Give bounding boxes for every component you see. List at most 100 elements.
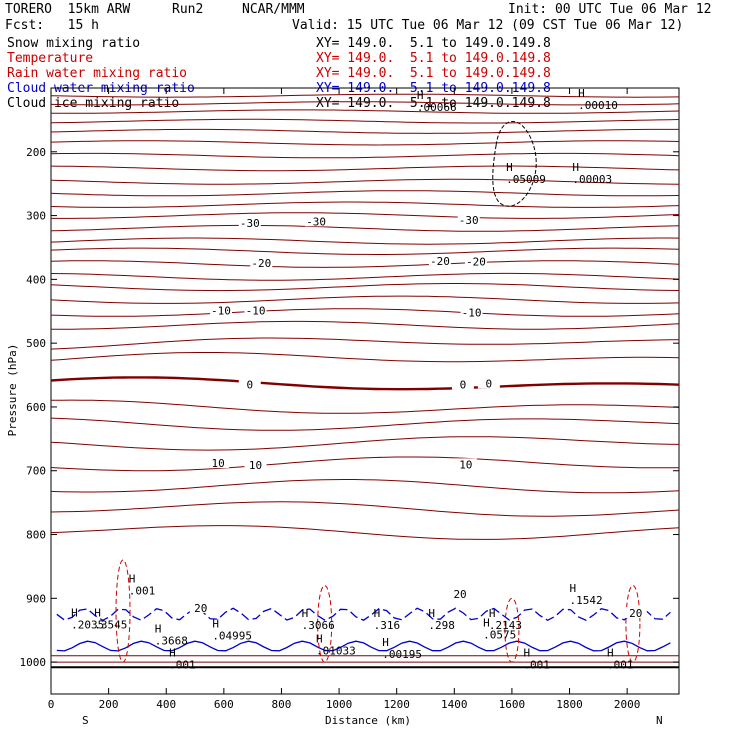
max-value-15: .00195 [382,648,422,661]
isotherm-10 [50,201,680,208]
isotherm-label-7: -10 [246,305,266,318]
x-tick-label-3: 600 [214,698,234,711]
max-marker-1: H [578,87,585,100]
y-tick-label-5: 700 [26,465,46,478]
isotherm-label-bg-5 [464,255,487,267]
isotherm-label-9: 0 [246,379,253,392]
max-marker-10: H [428,607,435,620]
max-marker-15: H [382,636,389,649]
isotherm-label-bg-8 [460,306,483,318]
isotherm-label-1: -30 [306,215,326,228]
legend-rain: Rain water mixing ratio [7,66,188,81]
isotherm-label-8: -10 [462,307,482,320]
isotherm-28 [50,479,680,494]
x-tick-label-8: 1600 [499,698,526,711]
x-tick-label-6: 1200 [383,698,410,711]
legend-snow: Snow mixing ratio [7,36,141,51]
rain-contour-1 [317,585,333,663]
y-tick-label-3: 500 [26,337,46,350]
max-marker-4: H [71,606,78,619]
max-value-13: .1542 [570,594,603,607]
max-value-9: .316 [374,619,401,632]
cloud-contours [56,121,671,663]
isotherm-label-bg-11 [477,377,500,389]
legend-snow-xy: XY= 149.0. 5.1 to 149.0.149.8 [316,36,551,51]
org-label: NCAR/MMM [242,2,305,17]
max-marker-12: H [483,617,490,630]
isotherm-13 [50,237,680,245]
isotherm-22 [50,352,680,363]
isotherm-16 [50,272,680,281]
isotherm-8 [50,178,680,185]
max-value-14: .01033 [316,645,356,658]
max-marker-19: H [607,647,614,660]
legend-rain-xy: XY= 149.0. 5.1 to 149.0.149.8 [316,66,551,81]
cloud-ice-contour [492,121,537,207]
y-tick-label-2: 400 [26,273,46,286]
max-value-5: .3545 [94,618,127,631]
max-value-7: .04995 [212,629,252,642]
isotherm-9 [50,190,680,197]
max-marker-17: H [169,647,176,660]
init-time: Init: 00 UTC Tue 06 Mar 12 [508,2,712,17]
isotherm-label-bg-10 [451,378,474,390]
max-value-10: .298 [428,619,455,632]
isotherm-17 [50,283,680,292]
isotherm-14 [50,247,680,255]
max-marker-13: H [570,582,577,595]
isotherm-15 [50,260,680,268]
isotherm-label-bg-9 [238,378,261,390]
x-tick-label-1: 200 [99,698,119,711]
isotherm-label-bg-0 [238,217,261,229]
isotherm-12 [50,224,680,232]
max-value-16: .001 [129,585,156,598]
temperature-isotherms [50,93,680,669]
y-tick-label-4: 600 [26,401,46,414]
max-value-11: .2143 [489,619,522,632]
x-tick-label-7: 1400 [441,698,468,711]
isotherm-1 [50,101,680,106]
isotherm-6 [50,152,680,159]
legend-cloud-ice-xy: XY= 149.0. 5.1 to 149.0.149.8 [316,96,551,111]
isotherm-label-12: 10 [211,457,224,470]
y-axis-label: Pressure (hPa) [6,344,19,437]
isotherm-label-bg-16 [449,587,472,599]
y-tick-label-1: 300 [26,210,46,223]
isotherm-label-4: -20 [430,255,450,268]
cloud-water-contour-top [56,607,671,622]
isotherm-18 [50,295,680,304]
isotherm-label-13: 10 [249,459,262,472]
isotherm-label-bg-17 [624,606,647,618]
x-tick-label-4: 800 [272,698,292,711]
isotherm-label-3: -20 [251,257,271,270]
y-tick-label-7: 900 [26,592,46,605]
max-marker-2: H [506,161,513,174]
forecast-hour: Fcst: 15 h [5,18,99,33]
isotherm-label-bg-6 [209,304,232,316]
y-tick-label-8: 1000 [20,656,47,669]
isotherm-label-16: 20 [453,588,466,601]
isotherm-label-2: -30 [459,214,479,227]
max-value-1: .00010 [578,99,618,112]
isotherm-label-5: -20 [466,256,486,269]
isotherm-label-bg-4 [428,254,451,266]
max-marker-6: H [155,622,162,635]
max-value-18: .001 [523,659,550,672]
x-axis-label: Distance (km) [325,714,411,727]
isotherm-label-bg-14 [454,458,477,470]
max-value-19: .001 [607,659,634,672]
max-marker-14: H [316,633,323,646]
x-tick-label-2: 400 [156,698,176,711]
max-value-4: .2035 [71,618,104,631]
isotherm-label-0: -30 [240,217,260,230]
legend-temperature: Temperature [7,51,94,66]
y-tick-label-6: 800 [26,529,46,542]
isotherm-label-17: 20 [629,607,642,620]
isotherm-2 [51,109,680,114]
isotherm-label-bg-13 [244,458,267,470]
isotherm-20 [51,320,680,330]
model-title: TORERO 15km ARW [5,2,131,17]
max-marker-11: H [489,607,496,620]
x-tick-label-9: 1800 [556,698,583,711]
isotherm-label-14: 10 [459,458,472,471]
